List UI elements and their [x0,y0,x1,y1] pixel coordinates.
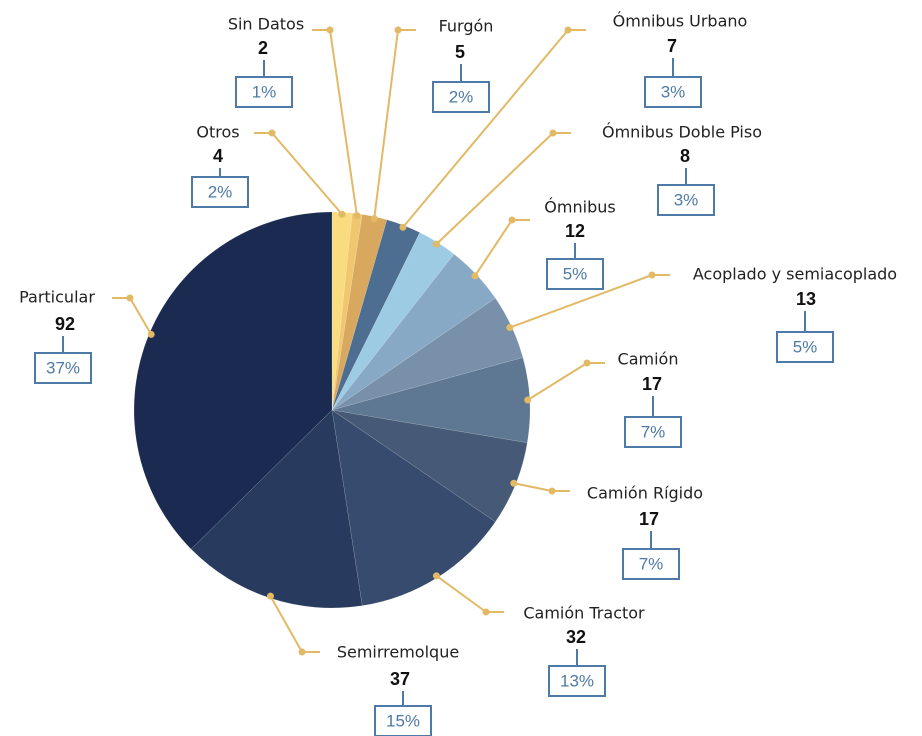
leader-dot [524,396,532,404]
percent-box [374,705,432,736]
slice-value: 12 [565,221,585,241]
slice-label: Ómnibus [544,198,615,217]
leader-line [269,595,303,653]
percent-box [776,331,834,363]
slice-value: 17 [639,509,659,529]
leader-line [509,274,653,329]
percent-label: 7% [641,422,666,441]
leader-dot [353,212,361,220]
percent-label: 13% [560,671,594,690]
slice-label: Acoplado y semiacoplado [693,265,897,284]
slice-label: Ómnibus Doble Piso [602,123,762,142]
leader-dot [126,294,134,302]
leader-dot [370,215,378,223]
leader-dot [147,330,155,338]
percent-label: 15% [386,711,420,730]
leader-dot [506,324,514,332]
percent-box [622,548,680,580]
leader-line [435,575,487,613]
percent-box [624,416,682,448]
leader-dot [648,271,656,279]
slice-label: Ómnibus Urbano [613,12,748,31]
percent-box [644,76,702,108]
leader-dot [482,608,490,616]
percent-label: 5% [793,337,818,356]
leader-line [129,297,153,335]
leader-dot [326,26,334,34]
percent-label: 3% [661,82,686,101]
slice-value: 7 [667,36,677,56]
percent-box [34,352,92,384]
leader-dot [338,210,346,218]
slice-label: Semirremolque [337,643,459,662]
percent-label: 7% [639,554,664,573]
leader-dot [394,26,402,34]
percent-label: 37% [46,358,80,377]
percent-label: 2% [208,182,233,201]
slice-value: 5 [455,42,465,62]
leader-dot [583,359,591,367]
percent-box [235,76,293,108]
slice-value: 37 [390,669,410,689]
leader-line [527,362,588,401]
slice-label: Otros [196,123,239,142]
slice-value: 13 [796,289,816,309]
leader-line [513,482,553,492]
slice-label: Particular [19,288,95,307]
leader-dot [298,648,306,656]
slice-value: 92 [55,314,75,334]
slice-label: Camión Tractor [523,604,645,623]
leader-dot [564,26,572,34]
slice-value: 8 [680,146,690,166]
slice-value: 2 [258,38,268,58]
leader-line [474,219,513,277]
slice-value: 17 [642,374,662,394]
leader-dot [266,592,274,600]
leader-line [373,29,399,219]
leader-line [271,132,343,215]
leader-dot [471,272,479,280]
leader-dot [432,572,440,580]
percent-label: 1% [252,82,277,101]
percent-box [432,81,490,113]
percent-label: 3% [674,190,699,209]
leader-dot [548,487,556,495]
leader-line [329,29,358,216]
leader-dot [432,240,440,248]
percent-label: 2% [449,87,474,106]
slice-value: 32 [566,627,586,647]
leader-dot [549,129,557,137]
slice-label: Sin Datos [228,15,304,34]
slice-label: Camión [618,350,679,369]
slice-value: 4 [213,146,223,166]
percent-box [191,176,249,208]
leader-dot [510,479,518,487]
percent-label: 5% [563,264,588,283]
leader-dot [508,216,516,224]
percent-box [657,184,715,216]
leader-dot [399,223,407,231]
percent-box [546,258,604,290]
slice-label: Camión Rígido [587,484,703,503]
leader-dot [268,129,276,137]
leader-line [435,132,554,245]
slice-label: Furgón [439,17,494,36]
leader-line [402,29,569,228]
percent-box [548,665,606,697]
